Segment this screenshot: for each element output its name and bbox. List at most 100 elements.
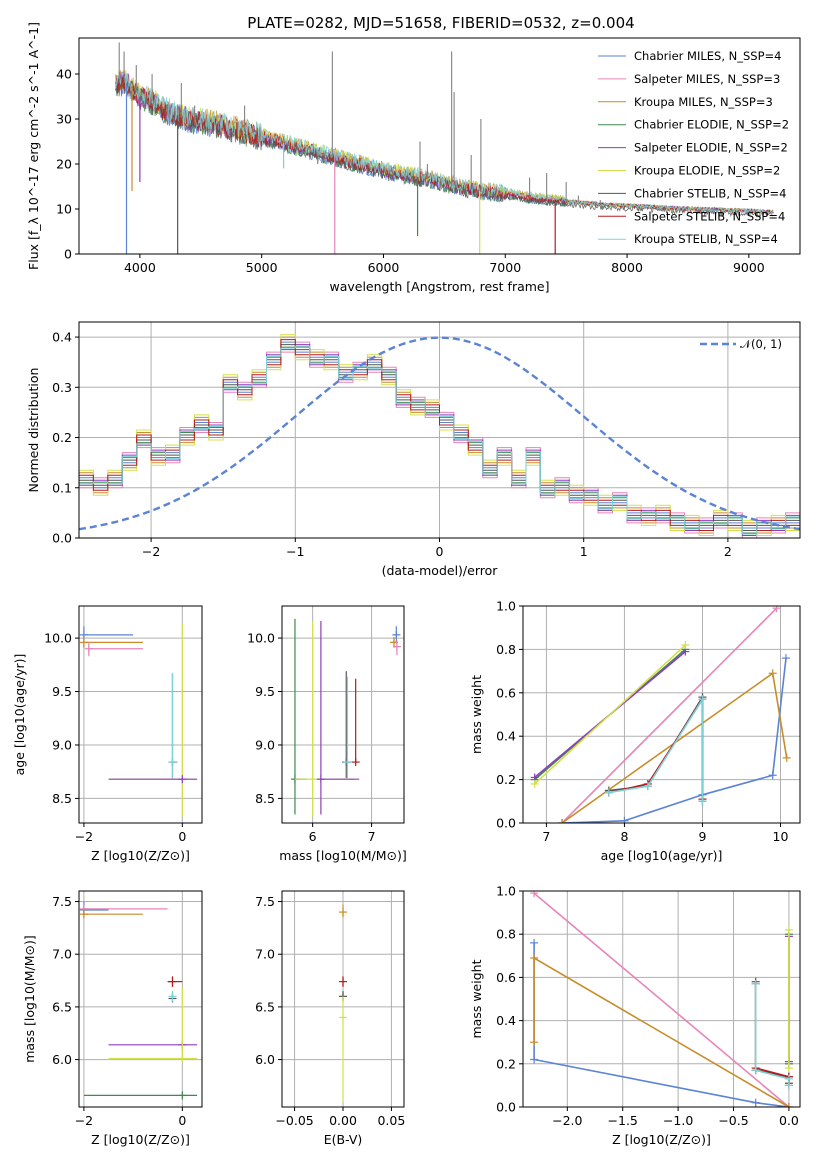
y-axis-label: Normed distribution — [26, 368, 41, 493]
y-axis-label: age [log10(age/yr)] — [12, 654, 27, 776]
y-tick-label: 30 — [56, 112, 72, 127]
x-tick-label: 8000 — [611, 260, 643, 275]
legend-label: Chabrier MILES, N_SSP=4 — [634, 49, 781, 63]
x-tick-label: −2 — [142, 544, 160, 559]
y-tick-label: 7.0 — [255, 947, 275, 962]
histogram-series — [79, 339, 800, 531]
x-tick-label: 0 — [436, 544, 444, 559]
spectrum-line — [115, 73, 774, 215]
errorbars — [79, 901, 198, 1100]
age_vs_Z-panel: −2 0 8.5 9.0 9.5 10.0 Z [log10(Z/Z⊙)] age [log1… — [12, 605, 203, 863]
y-tick-label: 0.8 — [496, 642, 516, 657]
x-tick-label: −2 — [75, 1113, 93, 1128]
legend-label: Chabrier ELODIE, N_SSP=2 — [634, 118, 789, 132]
x-axis-label: wavelength [Angstrom, rest frame] — [329, 279, 549, 294]
y-axis-label: mass weight — [469, 959, 484, 1038]
legend-label: Salpeter ELODIE, N_SSP=2 — [634, 141, 788, 155]
y-tick-label: 20 — [56, 157, 72, 172]
x-tick-label: −2 — [75, 829, 93, 844]
x-tick-label: 1 — [580, 544, 588, 559]
axes-frame — [522, 890, 801, 1108]
x-tick-label: 6 — [309, 829, 317, 844]
residuals-panel: −2 −1 0 1 2 0.0 0.1 0.2 0.3 0.4 (data-model)/error… — [26, 321, 801, 578]
y-axis-label: Flux [f_λ 10^-17 erg cm^-2 s^-1 A^-1] — [26, 22, 41, 270]
y-axis-label: mass [log10(M/M⊙)] — [22, 935, 37, 1063]
x-tick-label: −1.5 — [608, 1113, 638, 1128]
y-tick-label: 0.0 — [52, 531, 72, 546]
y-tick-label: 7.5 — [255, 894, 275, 909]
x-tick-label: 2 — [724, 544, 732, 559]
legend-label: Chabrier STELIB, N_SSP=4 — [634, 186, 786, 200]
x-tick-label: 0.05 — [377, 1113, 405, 1128]
spectrum-panel: 4000 5000 6000 7000 8000 9000 0 10 20 30 40 wavelen… — [26, 22, 801, 294]
y-tick-label: 0 — [64, 247, 72, 262]
x-axis-label: E(B-V) — [324, 1132, 363, 1147]
x-tick-label: 0 — [178, 1113, 186, 1128]
weight-line — [608, 694, 704, 802]
legend-label: 𝒩(0, 1) — [740, 337, 782, 351]
x-tick-label: 7000 — [489, 260, 521, 275]
axes-frame — [78, 321, 801, 539]
y-tick-label: 1.0 — [496, 599, 516, 614]
x-tick-label: 0.00 — [329, 1113, 357, 1128]
x-tick-label: 5000 — [246, 260, 278, 275]
y-tick-label: 0.4 — [52, 330, 72, 345]
y-tick-label: 8.5 — [255, 791, 275, 806]
x-tick-label: 9 — [698, 829, 706, 844]
y-tick-label: 0.3 — [52, 380, 72, 395]
y-tick-label: 0.4 — [496, 729, 516, 744]
x-tick-label: 10 — [773, 829, 789, 844]
axes-frame — [78, 605, 203, 824]
x-axis-label: age [log10(age/yr)] — [601, 848, 723, 863]
normal-curve — [79, 336, 800, 531]
errorbars — [290, 618, 401, 817]
spectrum-lines — [115, 42, 774, 254]
y-tick-label: 7.5 — [52, 894, 72, 909]
legend-label: Kroupa ELODIE, N_SSP=2 — [634, 164, 780, 178]
y-tick-label: 9.0 — [255, 737, 275, 752]
y-tick-label: 10.0 — [247, 631, 275, 646]
y-tick-label: 0.6 — [496, 685, 516, 700]
x-tick-label: 0 — [178, 829, 186, 844]
y-tick-label: 0.8 — [496, 927, 516, 942]
x-tick-label: −1.0 — [663, 1113, 693, 1128]
y-tick-label: 8.5 — [52, 791, 72, 806]
y-tick-label: 40 — [56, 67, 72, 82]
weight-line — [561, 607, 778, 823]
y-tick-label: 6.0 — [52, 1052, 72, 1067]
weight_vs_age-panel: 7 8 9 10 0.0 0.2 0.4 0.6 0.8 1.0 age [log10(age/yr… — [469, 599, 801, 863]
mass_vs_EBV-panel: −0.05 0.00 0.05 6.0 6.5 7.0 7.5 E(B-V) — [255, 890, 405, 1147]
legend-label: Salpeter MILES, N_SSP=3 — [634, 72, 780, 86]
weight-line — [754, 983, 790, 1084]
x-axis-label: Z [log10(Z/Z⊙)] — [612, 1132, 711, 1147]
weight-line — [533, 942, 790, 1107]
weight-line — [533, 892, 790, 1107]
x-tick-label: −2.0 — [552, 1113, 582, 1128]
y-axis-label: mass weight — [469, 675, 484, 754]
y-tick-label: 0.6 — [496, 970, 516, 985]
y-tick-label: 0.4 — [496, 1013, 516, 1028]
axes-frame — [522, 605, 801, 824]
y-tick-label: 10.0 — [44, 631, 72, 646]
x-tick-label: 7 — [542, 829, 550, 844]
weight_vs_Z-panel: −2.0 −1.5 −1.0 −0.5 0.0 0.0 0.2 0.4 0.6 0.8 1.0 Z [… — [469, 884, 801, 1147]
y-tick-label: 9.0 — [52, 737, 72, 752]
errorbars — [339, 904, 347, 1102]
x-tick-label: −0.05 — [275, 1113, 313, 1128]
spectrum-title: PLATE=0282, MJD=51658, FIBERID=0532, z=0… — [247, 14, 634, 32]
x-tick-label: 4000 — [124, 260, 156, 275]
x-tick-label: 9000 — [733, 260, 765, 275]
legend-label: Kroupa MILES, N_SSP=3 — [634, 95, 773, 109]
weight-lines — [530, 606, 791, 823]
x-tick-label: 6000 — [368, 260, 400, 275]
weight-line — [608, 696, 704, 800]
y-tick-label: 9.5 — [52, 684, 72, 699]
x-tick-label: −0.5 — [718, 1113, 748, 1128]
y-tick-label: 6.0 — [255, 1052, 275, 1067]
y-tick-label: 0.1 — [52, 480, 72, 495]
y-tick-label: 0.2 — [496, 1056, 516, 1071]
axes-frame — [281, 890, 405, 1108]
legend-label: Kroupa STELIB, N_SSP=4 — [634, 232, 778, 246]
histograms — [79, 334, 800, 538]
